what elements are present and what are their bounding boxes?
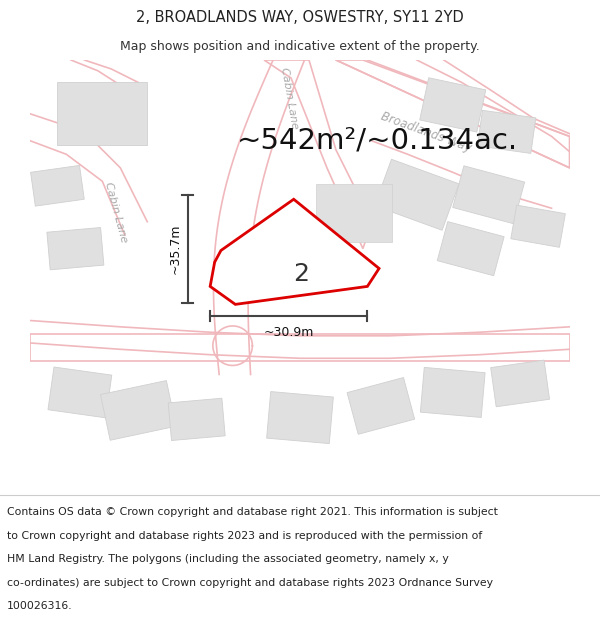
Text: 2: 2	[293, 262, 310, 286]
Polygon shape	[421, 368, 485, 418]
Polygon shape	[419, 78, 486, 132]
Text: co-ordinates) are subject to Crown copyright and database rights 2023 Ordnance S: co-ordinates) are subject to Crown copyr…	[7, 578, 493, 587]
Polygon shape	[31, 334, 569, 361]
Polygon shape	[266, 392, 334, 444]
Polygon shape	[58, 82, 147, 146]
Text: ~542m²/~0.134ac.: ~542m²/~0.134ac.	[237, 127, 518, 155]
Polygon shape	[453, 166, 524, 224]
Polygon shape	[31, 166, 84, 206]
Polygon shape	[100, 381, 176, 440]
Polygon shape	[264, 60, 372, 249]
Polygon shape	[347, 378, 415, 434]
Polygon shape	[437, 222, 504, 276]
Text: Contains OS data © Crown copyright and database right 2021. This information is : Contains OS data © Crown copyright and d…	[7, 508, 498, 518]
Text: Map shows position and indicative extent of the property.: Map shows position and indicative extent…	[120, 40, 480, 53]
Polygon shape	[168, 398, 225, 441]
Polygon shape	[47, 228, 104, 270]
Polygon shape	[374, 159, 459, 230]
Polygon shape	[491, 360, 550, 407]
Polygon shape	[316, 184, 392, 242]
Polygon shape	[336, 60, 569, 168]
Text: 100026316.: 100026316.	[7, 601, 73, 611]
Text: Broadlands Way: Broadlands Way	[379, 109, 473, 154]
Polygon shape	[511, 205, 565, 248]
Text: ~35.7m: ~35.7m	[169, 223, 182, 274]
Polygon shape	[478, 111, 536, 153]
Text: HM Land Registry. The polygons (including the associated geometry, namely x, y: HM Land Registry. The polygons (includin…	[7, 554, 449, 564]
Text: Cabin Lane: Cabin Lane	[279, 67, 299, 130]
Text: 2, BROADLANDS WAY, OSWESTRY, SY11 2YD: 2, BROADLANDS WAY, OSWESTRY, SY11 2YD	[136, 11, 464, 26]
Text: Cabin Lane: Cabin Lane	[103, 181, 129, 244]
Polygon shape	[210, 199, 379, 304]
Text: to Crown copyright and database rights 2023 and is reproduced with the permissio: to Crown copyright and database rights 2…	[7, 531, 482, 541]
Text: ~30.9m: ~30.9m	[263, 326, 314, 339]
Polygon shape	[48, 367, 112, 418]
